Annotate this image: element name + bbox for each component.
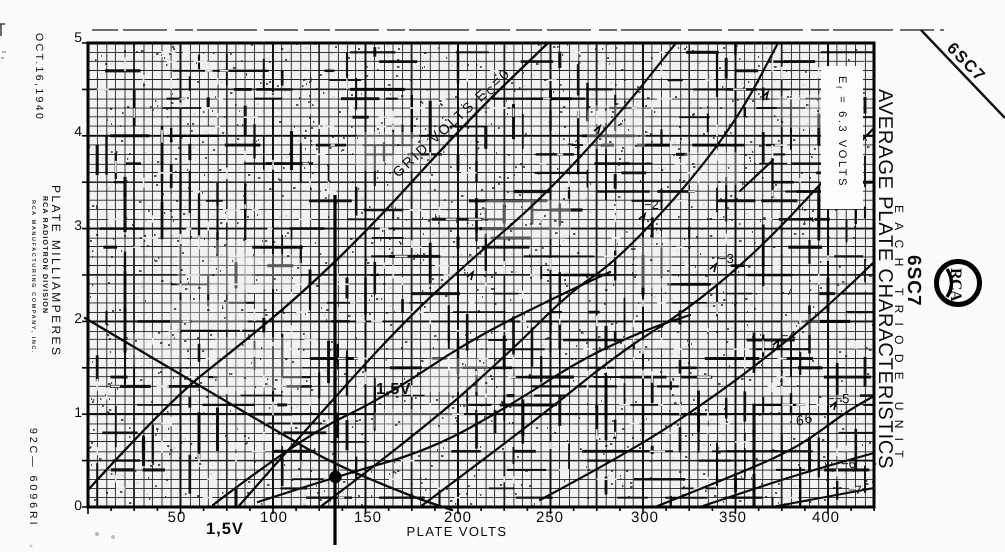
svg-text:4: 4 bbox=[74, 123, 82, 139]
svg-text:66: 66 bbox=[794, 409, 815, 429]
svg-text:2: 2 bbox=[74, 310, 82, 326]
svg-text:−−5: −−5 bbox=[827, 391, 849, 406]
svg-text:−3: −3 bbox=[719, 251, 734, 266]
svg-text:6SC7: 6SC7 bbox=[903, 255, 924, 307]
svg-text:PLATE MILLIAMPERES: PLATE MILLIAMPERES bbox=[49, 185, 63, 357]
svg-text:400: 400 bbox=[812, 509, 840, 526]
svg-text:150: 150 bbox=[354, 509, 382, 526]
svg-text:Ef = 6.3 VOLTS: Ef = 6.3 VOLTS bbox=[834, 76, 848, 188]
svg-text:EACH TRIODE UNIT: EACH TRIODE UNIT bbox=[892, 205, 906, 467]
svg-text:1,5V: 1,5V bbox=[206, 520, 244, 538]
svg-text:50: 50 bbox=[168, 509, 187, 526]
svg-text:AVERAGE PLATE CHARACTERISTICS: AVERAGE PLATE CHARACTERISTICS bbox=[874, 89, 896, 469]
svg-text:RCA MANUFACTURING COMPANY, INC: RCA MANUFACTURING COMPANY, INC. bbox=[30, 200, 36, 354]
svg-text:0: 0 bbox=[74, 497, 82, 513]
svg-text:250: 250 bbox=[536, 509, 564, 526]
svg-text:1: 1 bbox=[74, 404, 82, 420]
svg-text:350: 350 bbox=[719, 509, 747, 526]
svg-text:−4: −4 bbox=[781, 328, 796, 343]
svg-text:PLATE VOLTS: PLATE VOLTS bbox=[407, 524, 508, 539]
svg-text:1,5V: 1,5V bbox=[376, 381, 411, 398]
svg-text:−1: −1 bbox=[567, 137, 581, 151]
svg-text:300: 300 bbox=[631, 509, 659, 526]
svg-text:3: 3 bbox=[74, 217, 82, 233]
svg-text:−6: −6 bbox=[841, 456, 856, 471]
svg-text:100: 100 bbox=[260, 509, 288, 526]
svg-text:RCA RADIOTRON DIVISION: RCA RADIOTRON DIVISION bbox=[41, 196, 48, 314]
svg-text:−7: −7 bbox=[848, 483, 862, 497]
svg-text:−2: −2 bbox=[644, 197, 659, 212]
svg-text:5: 5 bbox=[74, 29, 82, 45]
svg-text:200: 200 bbox=[444, 509, 472, 526]
svg-text:OCT.16,1940: OCT.16,1940 bbox=[33, 33, 45, 121]
svg-text:92C— 6096RI: 92C— 6096RI bbox=[27, 428, 39, 528]
